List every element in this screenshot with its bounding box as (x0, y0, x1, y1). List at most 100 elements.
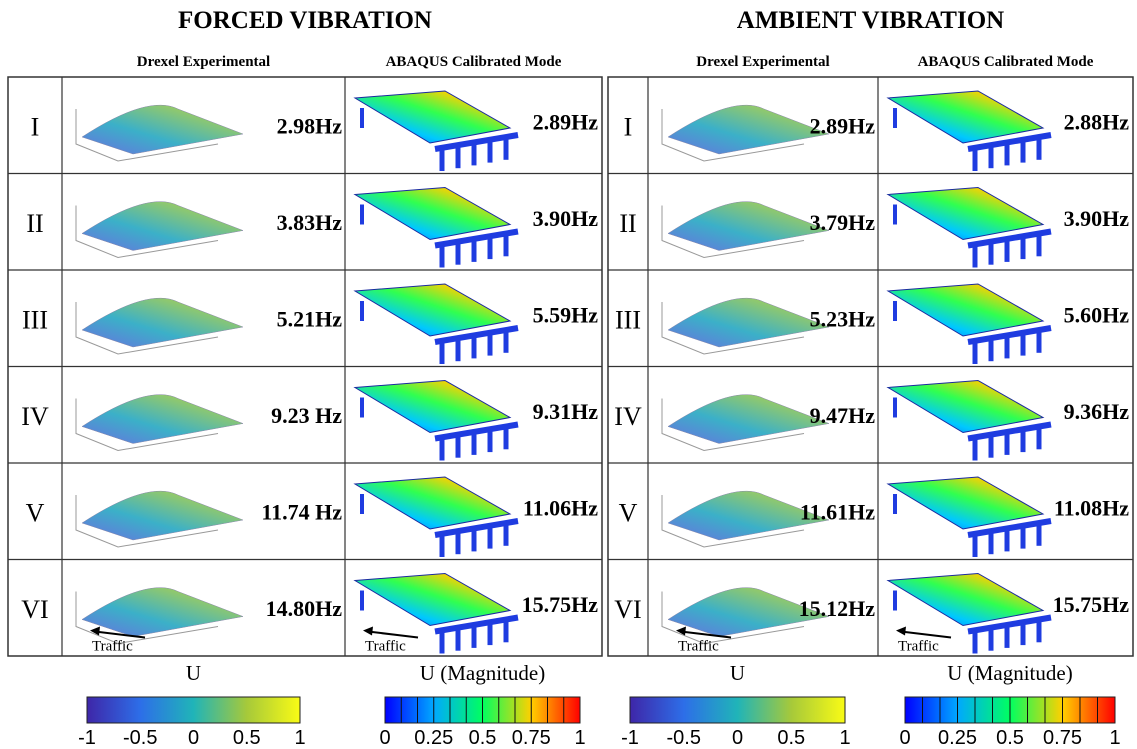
abaqus-frequency: 2.88Hz (1064, 109, 1130, 134)
fe-deck (888, 284, 1043, 336)
traffic-label: Traffic (678, 639, 719, 655)
experimental-mode-plot (662, 395, 829, 451)
experimental-frequency: 11.61Hz (800, 499, 875, 524)
colorbar-tick-label: -0.5 (667, 727, 701, 749)
abaqus-frequency: 2.89Hz (533, 109, 599, 134)
fe-deck (888, 477, 1043, 529)
abaqus-mode-plot (355, 477, 518, 557)
colorbar-label: U (730, 661, 745, 685)
colorbar-tick-label: 0.75 (512, 727, 551, 749)
colorbar-tick-label: 0 (188, 727, 199, 749)
traffic-label: Traffic (365, 639, 406, 655)
column-header: Drexel Experimental (696, 54, 829, 70)
column-header: ABAQUS Calibrated Mode (918, 54, 1094, 70)
colorbar-tick-label: 0.75 (1043, 727, 1082, 749)
colorbar-tick-label: -0.5 (123, 727, 157, 749)
abaqus-frequency: 9.31Hz (533, 399, 599, 424)
fe-deck (888, 188, 1043, 240)
colorbar-tick-label: 1 (294, 727, 305, 749)
colorbar (87, 697, 300, 723)
figure: FORCED VIBRATION Drexel Experimental ABAQU… (0, 0, 1137, 749)
experimental-frequency: 9.23 Hz (271, 403, 342, 428)
abaqus-frequency: 5.59Hz (533, 302, 599, 327)
abaqus-mode-plot (355, 381, 518, 461)
experimental-mode-plot (662, 298, 829, 354)
colorbar-label: U (186, 661, 201, 685)
mode-surface (82, 202, 243, 251)
experimental-frequency: 2.89Hz (810, 113, 876, 138)
traffic-arrowhead (363, 627, 373, 636)
traffic-arrowhead (896, 627, 906, 636)
fe-deck (355, 381, 510, 433)
mode-surface (668, 395, 829, 444)
abaqus-frequency: 15.75Hz (1053, 592, 1130, 617)
experimental-mode-plot (76, 105, 243, 161)
mode-number: V (26, 498, 45, 527)
mode-number: V (619, 498, 638, 527)
fe-deck (355, 188, 510, 240)
fe-deck (888, 91, 1043, 143)
experimental-mode-plot (76, 395, 243, 451)
mode-number: IV (21, 402, 49, 431)
mode-surface (82, 588, 243, 637)
abaqus-mode-plot (888, 477, 1051, 557)
traffic-arrow (368, 632, 418, 638)
mode-number: III (22, 305, 48, 334)
mode-surface (668, 105, 829, 154)
abaqus-frequency: 15.75Hz (522, 592, 599, 617)
colorbar-tick-label: -1 (78, 727, 96, 749)
experimental-mode-plot (662, 105, 829, 161)
fe-deck (355, 284, 510, 336)
experimental-frequency: 2.98Hz (277, 113, 343, 138)
abaqus-mode-plot (355, 284, 518, 364)
fe-deck (355, 477, 510, 529)
column-header: Drexel Experimental (137, 54, 270, 70)
colorbar-tick-label: 1 (1109, 727, 1120, 749)
traffic-label: Traffic (898, 639, 939, 655)
colorbar-tick-label: 0.5 (996, 727, 1024, 749)
experimental-mode-plot (76, 202, 243, 258)
panel-title: AMBIENT VIBRATION (737, 7, 1004, 34)
mode-number: I (31, 112, 40, 141)
abaqus-frequency: 5.60Hz (1064, 302, 1130, 327)
traffic-arrow (901, 632, 951, 638)
mode-surface (82, 491, 243, 540)
mode-number: I (624, 112, 633, 141)
abaqus-mode-plot (888, 188, 1051, 268)
colorbar-tick-label: 0 (899, 727, 910, 749)
colorbar-label: U (Magnitude) (420, 661, 545, 685)
mode-surface (82, 298, 243, 347)
abaqus-frequency: 9.36Hz (1064, 399, 1130, 424)
experimental-frequency: 5.21Hz (277, 306, 343, 331)
colorbar-tick-label: 1 (574, 727, 585, 749)
colorbar-tick-label: 0.5 (777, 727, 805, 749)
abaqus-mode-plot (355, 91, 518, 171)
panel-title: FORCED VIBRATION (178, 7, 432, 34)
mode-surface (82, 395, 243, 444)
fe-deck (888, 381, 1043, 433)
colorbar-tick-label: 0.5 (233, 727, 261, 749)
fe-deck (355, 91, 510, 143)
colorbar-tick-label: 0.5 (469, 727, 497, 749)
fe-deck (888, 574, 1043, 626)
mode-number: II (26, 209, 43, 238)
experimental-frequency: 5.23Hz (810, 306, 876, 331)
mode-surface (82, 105, 243, 154)
mode-number: III (615, 305, 641, 334)
mode-number: VI (614, 595, 641, 624)
colorbar-tick-label: -1 (621, 727, 639, 749)
colorbar-label: U (Magnitude) (947, 661, 1072, 685)
traffic-label: Traffic (92, 639, 133, 655)
mode-number: IV (614, 402, 642, 431)
experimental-mode-plot (76, 298, 243, 354)
experimental-frequency: 11.74 Hz (261, 499, 342, 524)
colorbar-tick-label: 0.25 (938, 727, 977, 749)
mode-surface (668, 298, 829, 347)
colorbar-tick-label: 0 (379, 727, 390, 749)
abaqus-mode-plot (888, 284, 1051, 364)
mode-number: VI (21, 595, 48, 624)
abaqus-mode-plot (888, 381, 1051, 461)
experimental-frequency: 14.80Hz (266, 596, 343, 621)
mode-surface (668, 202, 829, 251)
experimental-frequency: 9.47Hz (810, 403, 876, 428)
